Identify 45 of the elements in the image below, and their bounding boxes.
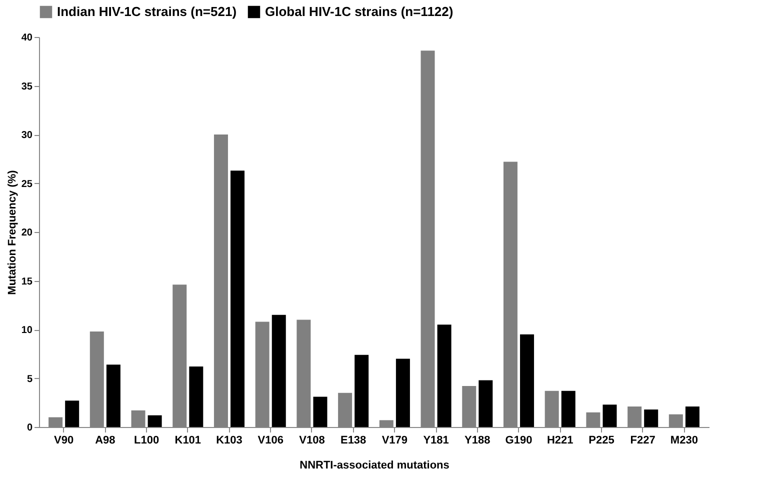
bar bbox=[561, 390, 576, 427]
bar bbox=[65, 400, 80, 427]
bar bbox=[644, 409, 658, 427]
x-tick-label: A98 bbox=[95, 434, 116, 446]
x-tick-label: V106 bbox=[258, 434, 284, 446]
bar bbox=[478, 380, 493, 427]
x-tick-label: Y188 bbox=[464, 434, 490, 446]
y-tick-label: 40 bbox=[21, 32, 33, 44]
legend-label: Global HIV-1C strains (n=1122) bbox=[265, 4, 454, 19]
x-tick-label: M230 bbox=[670, 434, 698, 446]
bar bbox=[272, 314, 286, 427]
bar bbox=[602, 404, 617, 427]
bar bbox=[106, 364, 120, 427]
bar bbox=[437, 324, 452, 427]
y-axis-title: Mutation Frequency (%) bbox=[6, 170, 18, 295]
x-tick-label: H221 bbox=[546, 434, 574, 446]
x-tick-label: K103 bbox=[216, 434, 242, 446]
y-tick-label: 30 bbox=[21, 130, 33, 141]
x-tick-label: F227 bbox=[630, 434, 656, 446]
x-tick-label: E138 bbox=[340, 434, 366, 446]
y-tick-label: 15 bbox=[21, 276, 33, 288]
bar bbox=[685, 406, 700, 427]
bar bbox=[354, 354, 369, 427]
x-tick-label: K101 bbox=[174, 434, 202, 446]
y-tick-label: 20 bbox=[21, 228, 33, 238]
x-axis-title: NNRTI-associated mutations bbox=[300, 460, 450, 472]
x-tick-label: L100 bbox=[134, 434, 160, 446]
y-tick-label: 5 bbox=[26, 374, 33, 385]
bar bbox=[189, 366, 204, 427]
bar bbox=[520, 334, 534, 427]
x-tick-label: V90 bbox=[54, 434, 74, 446]
bar bbox=[148, 415, 162, 427]
bar bbox=[313, 396, 328, 427]
y-tick-label: 25 bbox=[21, 178, 33, 190]
y-tick-label: 35 bbox=[21, 81, 33, 92]
y-tick-label: 10 bbox=[21, 325, 33, 336]
x-tick-label: P225 bbox=[588, 434, 614, 446]
x-tick-label: G190 bbox=[505, 434, 532, 446]
x-tick-label: Y181 bbox=[423, 434, 449, 446]
y-tick-label: 0 bbox=[26, 422, 33, 434]
legend-label: Indian HIV-1C strains (n=521) bbox=[57, 4, 237, 19]
x-tick-label: V108 bbox=[299, 434, 325, 446]
bar bbox=[230, 170, 245, 427]
bar bbox=[396, 358, 410, 427]
x-tick-label: V179 bbox=[382, 434, 408, 446]
